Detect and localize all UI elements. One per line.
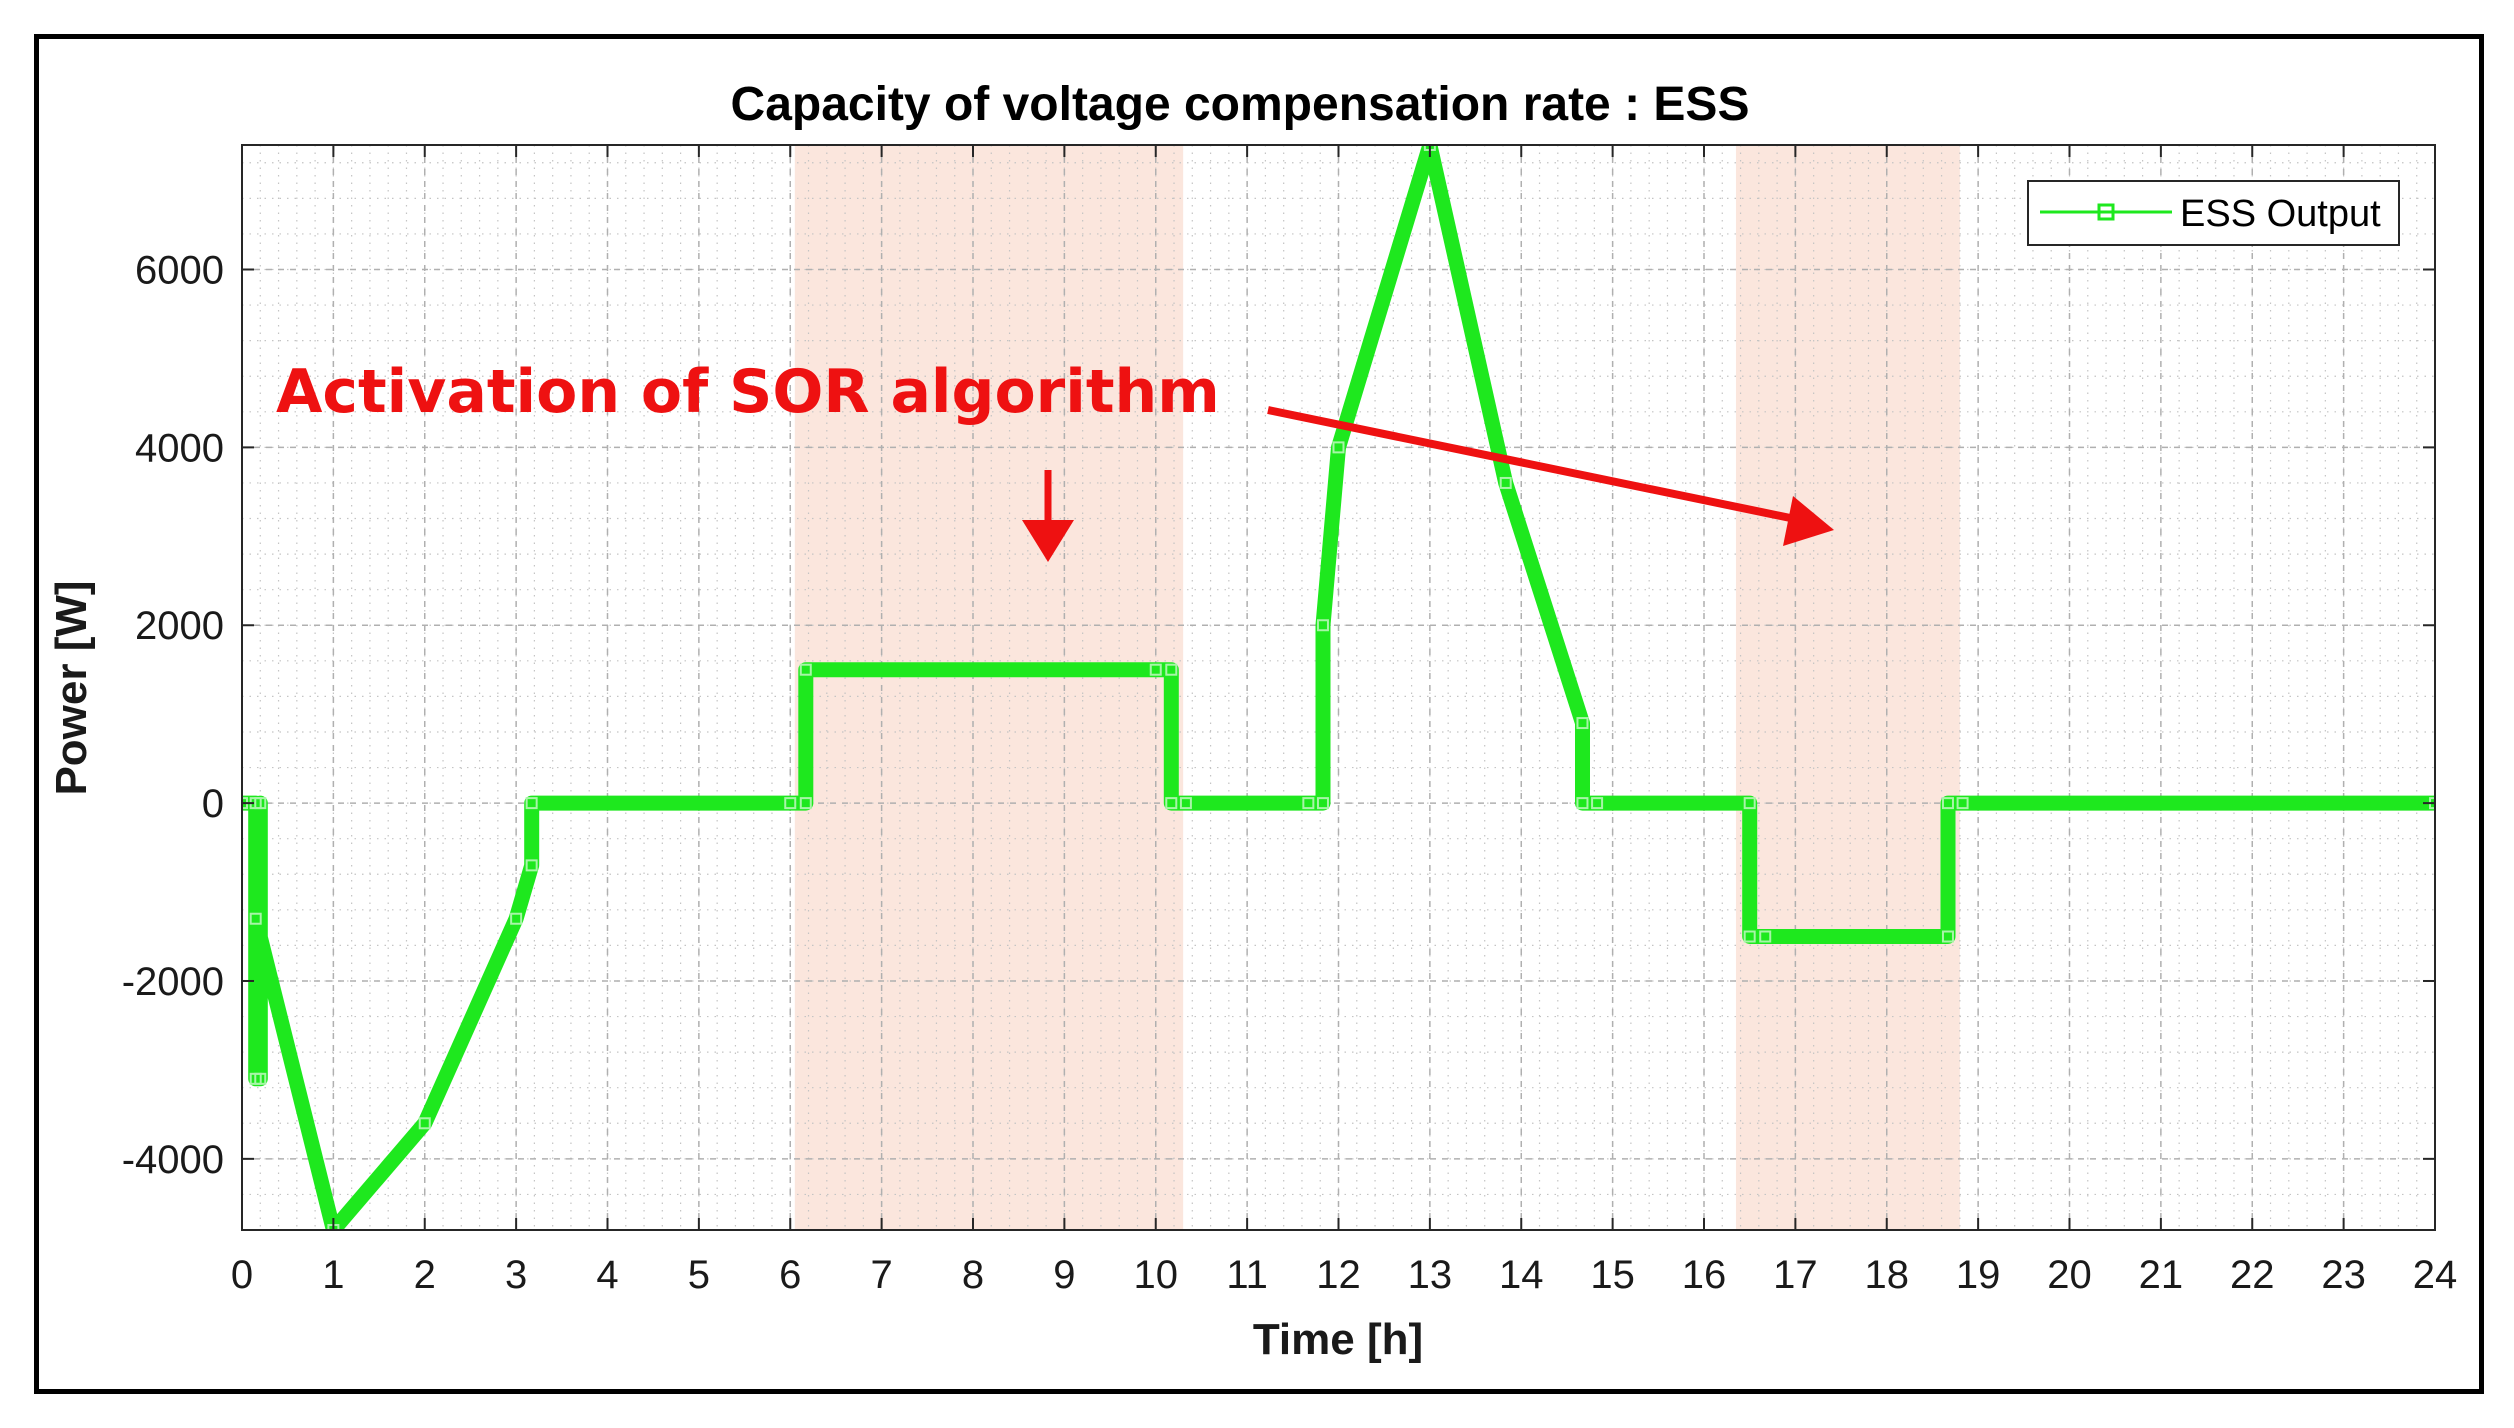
data-point: [784, 797, 797, 810]
y-tick-label: 2000: [135, 604, 224, 648]
data-point: [510, 912, 523, 925]
x-tick-label: 4: [596, 1253, 618, 1297]
shaded-region-2: [1735, 145, 1960, 1230]
data-point: [1165, 797, 1178, 810]
data-point: [1941, 930, 1954, 943]
x-tick-label: 15: [1590, 1253, 1635, 1297]
x-tick-label: 13: [1408, 1253, 1453, 1297]
shaded-region-1: [794, 145, 1184, 1230]
x-tick-label: 5: [688, 1253, 710, 1297]
annotation-down-arrow: [1022, 470, 1074, 562]
data-point: [799, 797, 812, 810]
x-tick-label: 23: [2321, 1253, 2366, 1297]
data-point: [1956, 797, 1969, 810]
data-point: [1179, 797, 1192, 810]
y-tick-label: -2000: [122, 960, 224, 1004]
data-point: [1332, 441, 1345, 454]
y-tick-label: 4000: [135, 426, 224, 470]
legend-entry-ess-output: ESS Output: [2180, 193, 2381, 235]
series-line-ess-output: [242, 145, 2435, 1230]
data-point: [1743, 797, 1756, 810]
data-point: [525, 797, 538, 810]
data-point: [1165, 663, 1178, 676]
data-point: [525, 859, 538, 872]
x-axis-title: Time [h]: [1253, 1315, 1423, 1364]
data-point: [1743, 930, 1756, 943]
data-point: [1316, 797, 1329, 810]
chart-title: Capacity of voltage compensation rate : …: [731, 78, 1750, 131]
data-point: [1576, 797, 1589, 810]
data-point: [1591, 797, 1604, 810]
x-tick-label: 9: [1053, 1253, 1075, 1297]
annotation-sor-text: Activation of SOR algorithm: [276, 357, 1220, 427]
x-tick-label: 1: [322, 1253, 344, 1297]
y-tick-label: 6000: [135, 249, 224, 293]
data-point: [254, 797, 267, 810]
x-tick-label: 16: [1682, 1253, 1727, 1297]
x-tick-label: 11: [1226, 1253, 1268, 1297]
data-point: [254, 1072, 267, 1085]
x-tick-label: 18: [1865, 1253, 1910, 1297]
y-tick-label: 0: [202, 782, 224, 826]
data-point: [1149, 663, 1162, 676]
x-tick-label: 24: [2413, 1253, 2458, 1297]
data-point: [1576, 717, 1589, 730]
data-point: [249, 912, 262, 925]
x-tick-label: 10: [1134, 1253, 1179, 1297]
data-point: [1499, 476, 1512, 489]
x-tick-label: 21: [2139, 1253, 2184, 1297]
x-tick-label: 8: [962, 1253, 984, 1297]
data-point: [1941, 797, 1954, 810]
x-tick-label: 6: [779, 1253, 801, 1297]
data-point: [1316, 619, 1329, 632]
x-tick-label: 14: [1499, 1253, 1544, 1297]
x-tick-label: 20: [2047, 1253, 2092, 1297]
x-tick-label: 19: [1956, 1253, 2001, 1297]
x-tick-label: 22: [2230, 1253, 2275, 1297]
legend[interactable]: ESS Output: [2027, 180, 2400, 246]
x-tick-label: 12: [1316, 1253, 1361, 1297]
x-tick-label: 0: [231, 1253, 253, 1297]
data-point: [1302, 797, 1315, 810]
y-axis-title: Power [W]: [47, 580, 96, 795]
x-tick-label: 17: [1773, 1253, 1818, 1297]
x-tick-label: 2: [414, 1253, 436, 1297]
data-point: [418, 1117, 431, 1130]
legend-marker-icon: [2097, 203, 2115, 221]
y-tick-label: -4000: [122, 1138, 224, 1182]
annotation-diagonal-arrow: [1267, 406, 1834, 546]
data-point: [1759, 930, 1772, 943]
data-point: [799, 663, 812, 676]
x-tick-label: 7: [871, 1253, 893, 1297]
figure-frame: [34, 34, 2484, 1394]
x-tick-label: 3: [505, 1253, 527, 1297]
